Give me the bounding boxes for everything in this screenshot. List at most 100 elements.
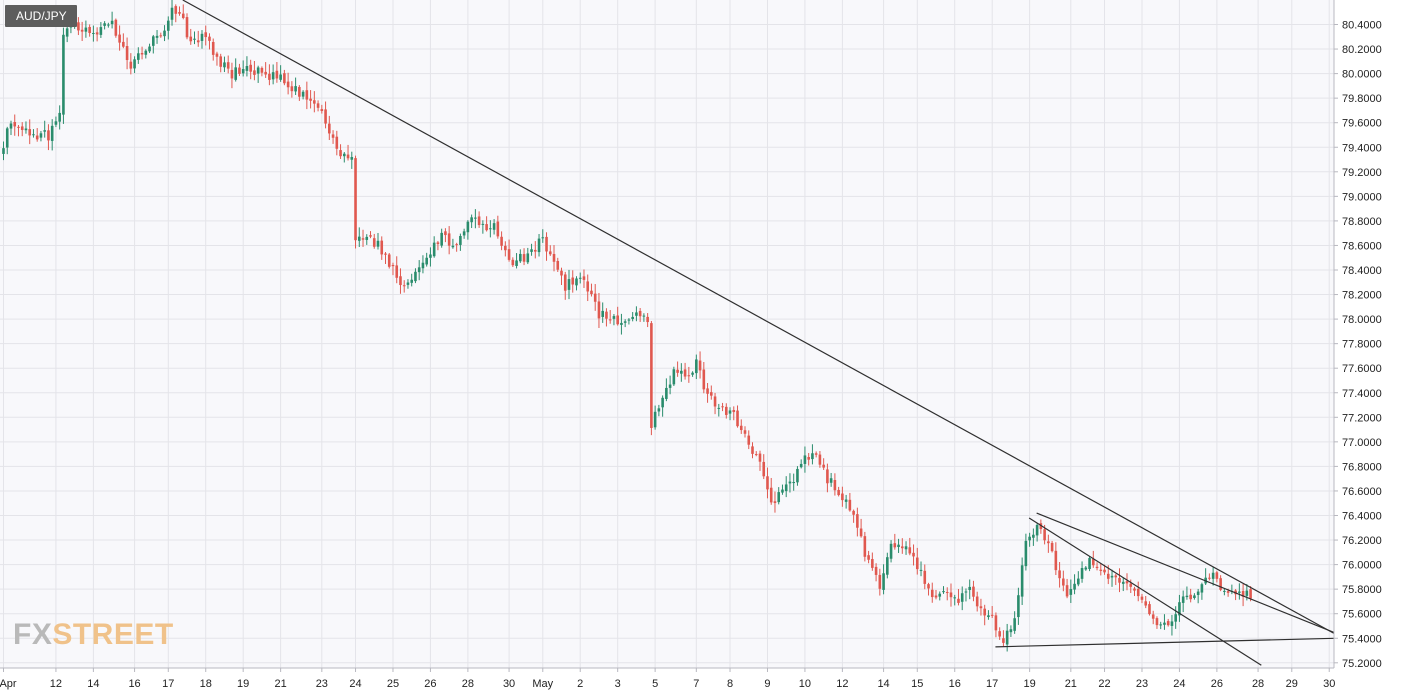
candle-body[interactable]	[623, 321, 627, 323]
candle-body[interactable]	[530, 249, 533, 252]
candle-body[interactable]	[324, 109, 327, 124]
candle-body[interactable]	[713, 396, 717, 407]
candle-body[interactable]	[1238, 591, 1241, 593]
candle-body[interactable]	[631, 316, 634, 320]
candle-body[interactable]	[754, 454, 758, 456]
candle-body[interactable]	[309, 98, 312, 101]
candle-body[interactable]	[39, 133, 43, 138]
candle-body[interactable]	[1185, 595, 1189, 598]
candle-body[interactable]	[852, 510, 855, 515]
candle-body[interactable]	[451, 245, 455, 248]
candle-body[interactable]	[402, 285, 406, 287]
candle-body[interactable]	[848, 499, 852, 511]
candle-body[interactable]	[1223, 590, 1226, 592]
candle-body[interactable]	[436, 242, 440, 245]
candle-body[interactable]	[455, 244, 458, 246]
candle-body[interactable]	[930, 589, 934, 598]
candle-body[interactable]	[1080, 568, 1084, 579]
candle-body[interactable]	[421, 262, 425, 269]
candle-body[interactable]	[28, 129, 32, 136]
candle-body[interactable]	[504, 245, 507, 251]
candle-body[interactable]	[878, 574, 882, 589]
candle-body[interactable]	[219, 56, 223, 67]
candle-body[interactable]	[904, 546, 908, 550]
candle-body[interactable]	[1088, 558, 1091, 570]
candle-body[interactable]	[1208, 577, 1211, 579]
candle-body[interactable]	[661, 397, 664, 408]
candle-body[interactable]	[533, 249, 537, 252]
candle-body[interactable]	[736, 410, 739, 427]
candle-body[interactable]	[822, 464, 825, 468]
candle-body[interactable]	[507, 249, 511, 260]
candle-body[interactable]	[665, 387, 668, 399]
candle-body[interactable]	[193, 38, 196, 40]
candle-body[interactable]	[792, 481, 795, 484]
candle-body[interactable]	[62, 34, 65, 115]
candle-body[interactable]	[987, 615, 990, 618]
candle-body[interactable]	[1196, 591, 1200, 595]
candle-body[interactable]	[204, 32, 208, 38]
candle-body[interactable]	[732, 409, 736, 413]
candle-body[interactable]	[474, 217, 477, 219]
candle-body[interactable]	[627, 319, 631, 321]
candle-body[interactable]	[616, 315, 619, 325]
candle-body[interactable]	[1106, 573, 1110, 579]
candle-body[interactable]	[1062, 578, 1065, 586]
candle-body[interactable]	[387, 254, 391, 267]
candle-body[interactable]	[979, 606, 983, 609]
candle-body[interactable]	[646, 316, 649, 323]
candle-body[interactable]	[414, 271, 417, 282]
candle-body[interactable]	[942, 591, 945, 593]
candle-body[interactable]	[189, 36, 193, 42]
candle-body[interactable]	[305, 90, 309, 100]
candle-body[interactable]	[196, 40, 200, 43]
candle-body[interactable]	[294, 86, 297, 92]
candle-body[interactable]	[279, 74, 282, 80]
candle-body[interactable]	[380, 240, 384, 255]
candle-body[interactable]	[43, 130, 46, 132]
candle-body[interactable]	[1009, 629, 1013, 633]
candle-body[interactable]	[1200, 584, 1204, 593]
candle-body[interactable]	[1249, 589, 1252, 599]
candle-body[interactable]	[271, 72, 275, 80]
candle-body[interactable]	[163, 30, 166, 37]
candle-body[interactable]	[133, 59, 136, 69]
candle-body[interactable]	[908, 547, 912, 554]
candle-body[interactable]	[1133, 588, 1136, 591]
candle-body[interactable]	[444, 231, 447, 236]
candle-body[interactable]	[316, 103, 320, 108]
candle-body[interactable]	[253, 70, 256, 75]
candle-body[interactable]	[691, 372, 694, 375]
candle-body[interactable]	[47, 130, 50, 141]
candle-body[interactable]	[818, 454, 822, 465]
candle-body[interactable]	[814, 453, 818, 455]
candle-body[interactable]	[575, 278, 578, 286]
candle-body[interactable]	[612, 316, 616, 319]
candle-body[interactable]	[114, 19, 118, 36]
candle-body[interactable]	[635, 312, 638, 316]
candle-body[interactable]	[339, 150, 342, 157]
candle-body[interactable]	[17, 126, 20, 128]
candle-body[interactable]	[372, 238, 376, 247]
candle-body[interactable]	[20, 126, 24, 130]
candle-body[interactable]	[990, 614, 994, 616]
candle-body[interactable]	[515, 260, 518, 266]
candle-body[interactable]	[238, 67, 241, 74]
candle-body[interactable]	[1136, 588, 1140, 597]
candle-body[interactable]	[766, 476, 769, 490]
candle-body[interactable]	[923, 570, 927, 584]
candle-body[interactable]	[710, 392, 713, 396]
candle-body[interactable]	[13, 121, 17, 127]
candle-body[interactable]	[1155, 618, 1159, 626]
candle-body[interactable]	[560, 270, 563, 276]
candle-body[interactable]	[1095, 566, 1099, 569]
candle-body[interactable]	[489, 228, 492, 230]
candle-body[interactable]	[1170, 621, 1174, 626]
candle-body[interactable]	[784, 484, 788, 492]
candle-body[interactable]	[668, 384, 672, 388]
candle-body[interactable]	[1159, 624, 1163, 626]
candle-body[interactable]	[152, 36, 155, 46]
candle-body[interactable]	[320, 109, 324, 112]
candle-body[interactable]	[215, 53, 219, 57]
